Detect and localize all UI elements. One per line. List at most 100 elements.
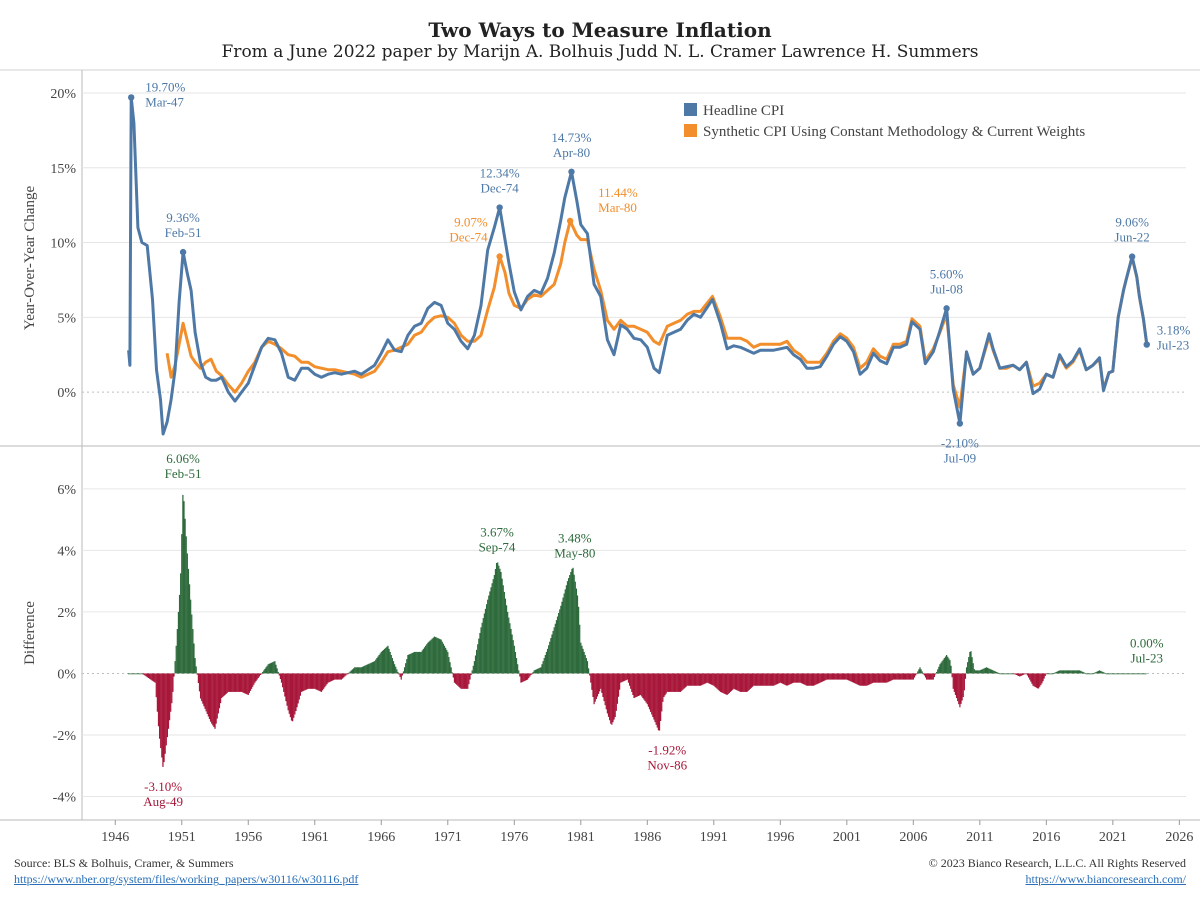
difference-bar — [1042, 673, 1044, 682]
difference-bar — [764, 673, 766, 686]
difference-bar — [337, 673, 339, 680]
x-tick-label: 1946 — [101, 830, 129, 845]
difference-bar — [1070, 670, 1072, 674]
difference-bar — [428, 641, 430, 674]
difference-bar — [1055, 671, 1057, 674]
difference-bar — [718, 673, 720, 691]
difference-bar — [153, 673, 155, 682]
difference-bar — [740, 673, 743, 692]
site-link[interactable]: https://www.biancoresearch.com/ — [1025, 872, 1186, 886]
difference-bar — [669, 673, 672, 692]
difference-bar — [524, 673, 527, 681]
difference-bar — [207, 673, 210, 717]
difference-bar — [553, 627, 555, 674]
top-ylabel: Year-Over-Year Change — [22, 186, 38, 331]
source-link[interactable]: https://www.nber.org/system/files/workin… — [14, 872, 359, 886]
difference-bar — [799, 673, 801, 683]
difference-bar — [289, 673, 292, 718]
difference-bar — [940, 662, 942, 674]
difference-bar — [348, 672, 350, 674]
difference-bar — [838, 673, 840, 680]
difference-bar — [852, 673, 855, 683]
difference-bar — [748, 673, 750, 690]
difference-bar — [479, 632, 481, 674]
difference-bar — [665, 673, 667, 694]
difference-bar — [824, 673, 826, 681]
annotation-date: Apr-80 — [553, 145, 590, 160]
difference-bar — [725, 673, 727, 695]
difference-bar — [892, 673, 895, 680]
bar-annotation-date: May-80 — [554, 545, 595, 560]
difference-bar — [1133, 673, 1135, 675]
difference-bar — [899, 673, 901, 680]
difference-bar — [224, 673, 226, 695]
difference-bar — [1076, 670, 1079, 674]
difference-bar — [402, 671, 405, 674]
difference-bar — [173, 673, 175, 677]
difference-bar — [766, 673, 768, 686]
difference-bar — [1087, 673, 1090, 675]
difference-bar — [742, 673, 744, 692]
difference-bar — [315, 673, 317, 690]
difference-bar — [1046, 673, 1049, 675]
difference-bar — [200, 673, 202, 699]
difference-bar — [217, 673, 219, 714]
difference-bar — [757, 673, 759, 686]
difference-bar — [1050, 673, 1052, 675]
difference-bar — [416, 651, 418, 674]
difference-bar — [830, 673, 832, 680]
difference-bar — [683, 673, 685, 689]
difference-bar — [903, 673, 906, 680]
difference-bar — [778, 673, 780, 684]
difference-bar — [959, 673, 961, 708]
difference-bar — [662, 673, 664, 702]
legend[interactable]: Headline CPI Synthetic CPI Using Constant… — [684, 103, 1085, 140]
bottom-ytick-label: 2% — [57, 606, 76, 621]
difference-bar — [607, 673, 610, 717]
difference-bar — [939, 664, 941, 674]
difference-bar — [704, 673, 706, 684]
difference-bar — [461, 673, 463, 689]
difference-bar — [936, 671, 938, 674]
difference-bar — [552, 630, 554, 674]
difference-bar — [389, 651, 391, 674]
difference-bar — [1019, 673, 1021, 677]
difference-bar — [319, 673, 321, 692]
difference-bar — [773, 673, 775, 686]
difference-bar — [330, 673, 333, 682]
difference-bar — [406, 659, 408, 674]
difference-bar — [443, 645, 446, 674]
difference-bar — [980, 669, 982, 674]
difference-bar — [768, 673, 770, 686]
difference-bar — [1018, 673, 1020, 677]
difference-bar — [805, 673, 807, 686]
bar-annotation-date: Nov-86 — [647, 757, 687, 772]
difference-bar — [1129, 673, 1132, 675]
difference-bar — [591, 673, 593, 690]
difference-bar — [676, 673, 678, 692]
annotation-value: 9.06% — [1115, 215, 1149, 230]
difference-bar — [688, 673, 691, 686]
difference-bar — [555, 620, 558, 674]
difference-bar — [635, 673, 637, 698]
difference-bar — [534, 669, 536, 674]
difference-bar — [887, 673, 889, 683]
difference-bar — [317, 673, 319, 691]
difference-bar — [458, 673, 460, 687]
difference-bar — [901, 673, 903, 680]
difference-bar — [710, 673, 713, 685]
difference-bar — [797, 673, 799, 683]
difference-bar — [856, 673, 858, 685]
difference-bar — [791, 673, 794, 684]
difference-bar — [967, 662, 969, 674]
difference-bar — [270, 662, 273, 674]
difference-bar — [938, 666, 940, 674]
difference-bar — [796, 673, 798, 683]
difference-bar — [970, 651, 972, 674]
difference-bar — [921, 671, 923, 674]
difference-bar — [722, 673, 724, 693]
difference-bar — [964, 673, 967, 679]
difference-bar — [789, 673, 791, 685]
difference-bar — [617, 673, 620, 697]
difference-bar — [296, 673, 298, 708]
